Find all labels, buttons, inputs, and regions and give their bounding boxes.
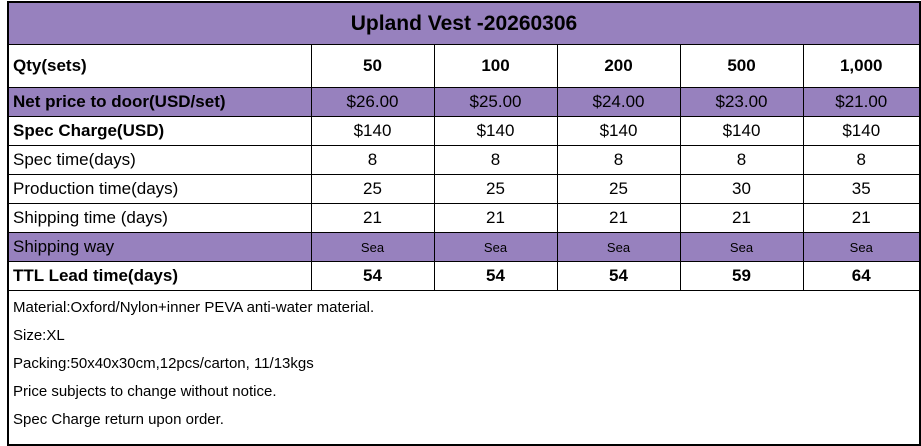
- row-label-shipping-time: Shipping time (days): [7, 203, 312, 233]
- title-row: Upland Vest -20260306: [7, 1, 921, 45]
- production-time-value: 35: [802, 174, 921, 204]
- shipping-way-value: Sea: [679, 232, 804, 262]
- qty-value: 1,000: [802, 44, 921, 88]
- table-row-spec-charge: Spec Charge(USD) $140 $140 $140 $140 $14…: [7, 116, 921, 146]
- note-material: Material:Oxford/Nylon+inner PEVA anti-wa…: [13, 299, 375, 316]
- table-row-qty: Qty(sets) 50 100 200 500 1,000: [7, 44, 921, 88]
- ttl-lead-time-value: 54: [310, 261, 435, 291]
- qty-value: 200: [556, 44, 681, 88]
- shipping-way-value: Sea: [433, 232, 558, 262]
- table-row-ttl-lead-time: TTL Lead time(days) 54 54 54 59 64: [7, 261, 921, 291]
- net-price-value: $23.00: [679, 87, 804, 117]
- shipping-time-value: 21: [433, 203, 558, 233]
- table-row-net-price: Net price to door(USD/set) $26.00 $25.00…: [7, 87, 921, 117]
- qty-value: 50: [310, 44, 435, 88]
- production-time-value: 30: [679, 174, 804, 204]
- shipping-way-value: Sea: [310, 232, 435, 262]
- spec-charge-value: $140: [433, 116, 558, 146]
- note-price-disclaimer: Price subjects to change without notice.: [13, 383, 277, 400]
- note-packing: Packing:50x40x30cm,12pcs/carton, 11/13kg…: [13, 355, 314, 372]
- spec-charge-value: $140: [556, 116, 681, 146]
- price-table: Upland Vest -20260306 Qty(sets) 50 100 2…: [7, 1, 921, 446]
- shipping-way-value: Sea: [802, 232, 921, 262]
- spec-charge-value: $140: [802, 116, 921, 146]
- spec-time-value: 8: [556, 145, 681, 175]
- table-row-production-time: Production time(days) 25 25 25 30 35: [7, 174, 921, 204]
- qty-value: 100: [433, 44, 558, 88]
- shipping-time-value: 21: [679, 203, 804, 233]
- row-label-shipping-way: Shipping way: [7, 232, 312, 262]
- production-time-value: 25: [556, 174, 681, 204]
- ttl-lead-time-value: 54: [556, 261, 681, 291]
- row-label-net-price: Net price to door(USD/set): [7, 87, 312, 117]
- spec-time-value: 8: [310, 145, 435, 175]
- spec-charge-value: $140: [679, 116, 804, 146]
- net-price-value: $24.00: [556, 87, 681, 117]
- table-row-spec-time: Spec time(days) 8 8 8 8 8: [7, 145, 921, 175]
- row-label-production-time: Production time(days): [7, 174, 312, 204]
- table-row-shipping-way: Shipping way Sea Sea Sea Sea Sea: [7, 232, 921, 262]
- page-title: Upland Vest -20260306: [7, 1, 921, 45]
- net-price-value: $26.00: [310, 87, 435, 117]
- qty-value: 500: [679, 44, 804, 88]
- row-label-spec-charge: Spec Charge(USD): [7, 116, 312, 146]
- production-time-value: 25: [433, 174, 558, 204]
- notes-cell: Material:Oxford/Nylon+inner PEVA anti-wa…: [7, 290, 921, 446]
- spec-time-value: 8: [679, 145, 804, 175]
- ttl-lead-time-value: 54: [433, 261, 558, 291]
- note-spec-charge-return: Spec Charge return upon order.: [13, 411, 224, 428]
- shipping-way-value: Sea: [556, 232, 681, 262]
- production-time-value: 25: [310, 174, 435, 204]
- ttl-lead-time-value: 64: [802, 261, 921, 291]
- shipping-time-value: 21: [556, 203, 681, 233]
- row-label-qty: Qty(sets): [7, 44, 312, 88]
- net-price-value: $21.00: [802, 87, 921, 117]
- notes-row: Material:Oxford/Nylon+inner PEVA anti-wa…: [7, 290, 921, 446]
- note-size: Size:XL: [13, 327, 65, 344]
- row-label-spec-time: Spec time(days): [7, 145, 312, 175]
- spec-charge-value: $140: [310, 116, 435, 146]
- shipping-time-value: 21: [310, 203, 435, 233]
- quote-sheet: Upland Vest -20260306 Qty(sets) 50 100 2…: [7, 1, 921, 446]
- table-row-shipping-time: Shipping time (days) 21 21 21 21 21: [7, 203, 921, 233]
- net-price-value: $25.00: [433, 87, 558, 117]
- row-label-ttl-lead-time: TTL Lead time(days): [7, 261, 312, 291]
- ttl-lead-time-value: 59: [679, 261, 804, 291]
- spec-time-value: 8: [802, 145, 921, 175]
- spec-time-value: 8: [433, 145, 558, 175]
- shipping-time-value: 21: [802, 203, 921, 233]
